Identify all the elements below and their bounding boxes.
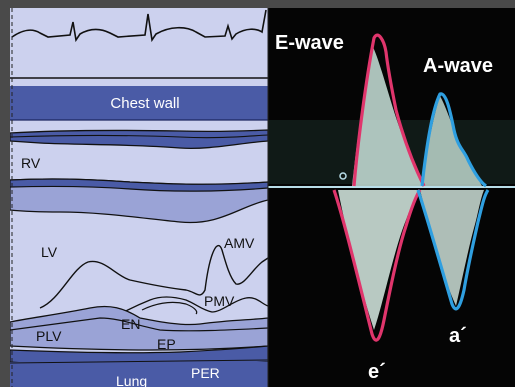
label-plv: PLV <box>36 328 62 344</box>
label-rv: RV <box>21 155 41 171</box>
lung-edge <box>10 359 268 364</box>
label-e-wave: E-wave <box>275 32 344 54</box>
label-per: PER <box>191 365 220 381</box>
e-wave-signal <box>352 45 424 186</box>
label-a-wave: A-wave <box>423 55 493 77</box>
m-mode-schematic: Chest wall RV LV AMV PMV PLV EN EP Lung … <box>10 8 268 387</box>
e-prime-signal <box>338 190 420 330</box>
septum-band <box>10 178 268 192</box>
ecg-trace <box>11 9 267 43</box>
label-e-prime: e´ <box>368 361 386 383</box>
label-ep: EP <box>157 336 176 352</box>
label-chest-wall: Chest wall <box>110 95 179 112</box>
label-lung: Lung <box>116 373 147 387</box>
epicardium-line <box>10 317 268 332</box>
doppler-marker <box>339 172 347 180</box>
label-en: EN <box>121 316 140 332</box>
chest-wall-band <box>10 86 268 120</box>
anterior-mitral-leaflet <box>39 244 268 309</box>
a-wave-signal <box>420 96 482 186</box>
lv-posterior-wall <box>10 305 268 351</box>
label-a-prime: a´ <box>449 325 467 347</box>
a-prime-signal <box>420 190 484 306</box>
e-wave-trace <box>352 33 426 187</box>
rv-anterior-wall-line <box>10 134 268 139</box>
posterior-mitral-leaflet <box>119 296 268 315</box>
a-wave-trace <box>420 92 487 188</box>
a-prime-trace <box>416 189 490 311</box>
label-lv: LV <box>41 244 58 260</box>
leaflet-coaptation <box>141 301 198 315</box>
lung-band <box>10 362 268 387</box>
doppler-panel: E-wave A-wave e´ a´ <box>268 8 515 387</box>
e-prime-trace <box>332 189 422 342</box>
rv-anterior-wall <box>10 129 268 149</box>
label-amv: AMV <box>224 235 255 251</box>
label-pmv: PMV <box>204 293 235 309</box>
